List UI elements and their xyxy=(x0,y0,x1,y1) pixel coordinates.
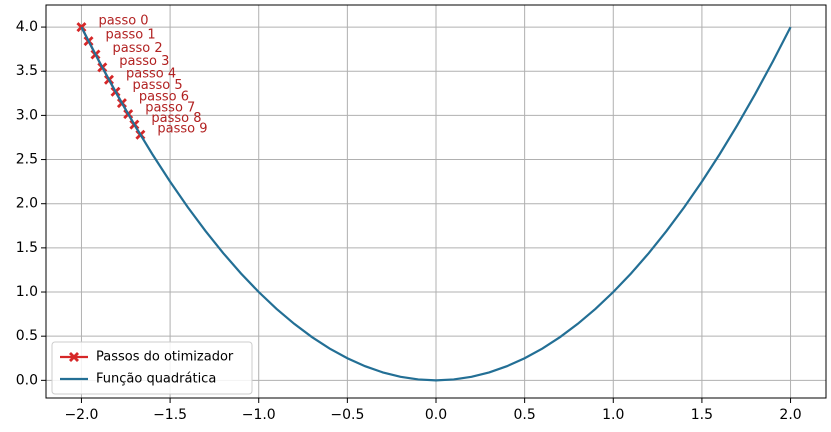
legend-label: Passos do otimizador xyxy=(96,350,234,365)
x-tick-label: −0.5 xyxy=(330,407,364,423)
y-tick-label: 3.0 xyxy=(16,107,38,123)
point-label: passo 1 xyxy=(106,28,156,43)
y-tick-label: 2.5 xyxy=(16,152,38,168)
x-tick-label: −2.0 xyxy=(64,407,98,423)
x-tick-label: −1.5 xyxy=(153,407,187,423)
x-tick-label: 1.0 xyxy=(602,407,624,423)
plot-frame xyxy=(45,4,827,399)
point-label: passo 8 xyxy=(151,111,201,126)
point-label: passo 6 xyxy=(139,90,189,105)
x-tick-label: 2.0 xyxy=(779,407,801,423)
y-tick-label: 1.0 xyxy=(16,284,38,300)
x-tick-label: −1.0 xyxy=(242,407,276,423)
legend-label: Função quadrática xyxy=(96,372,216,387)
legend: Passos do otimizador Função quadrática xyxy=(51,341,253,395)
point-label: passo 9 xyxy=(157,121,207,136)
legend-box xyxy=(51,341,253,395)
y-tick-label: 3.5 xyxy=(16,63,38,79)
point-label: passo 2 xyxy=(112,41,162,56)
legend-marker xyxy=(69,352,79,362)
series-line xyxy=(80,26,792,382)
point-label: passo 0 xyxy=(98,14,148,29)
y-tick-label: 0.5 xyxy=(16,328,38,344)
point-label: passo 5 xyxy=(133,78,183,93)
x-tick-label: 1.5 xyxy=(691,407,713,423)
point-label: passo 4 xyxy=(126,66,176,81)
y-tick-label: 4.0 xyxy=(16,19,38,35)
point-label: passo 3 xyxy=(119,54,169,69)
y-tick-label: 0.0 xyxy=(16,372,38,388)
x-tick-label: 0.0 xyxy=(425,407,447,423)
y-tick-label: 1.5 xyxy=(16,240,38,256)
point-label: passo 7 xyxy=(145,101,195,116)
x-tick-label: 0.5 xyxy=(514,407,536,423)
y-tick-label: 2.0 xyxy=(16,196,38,212)
